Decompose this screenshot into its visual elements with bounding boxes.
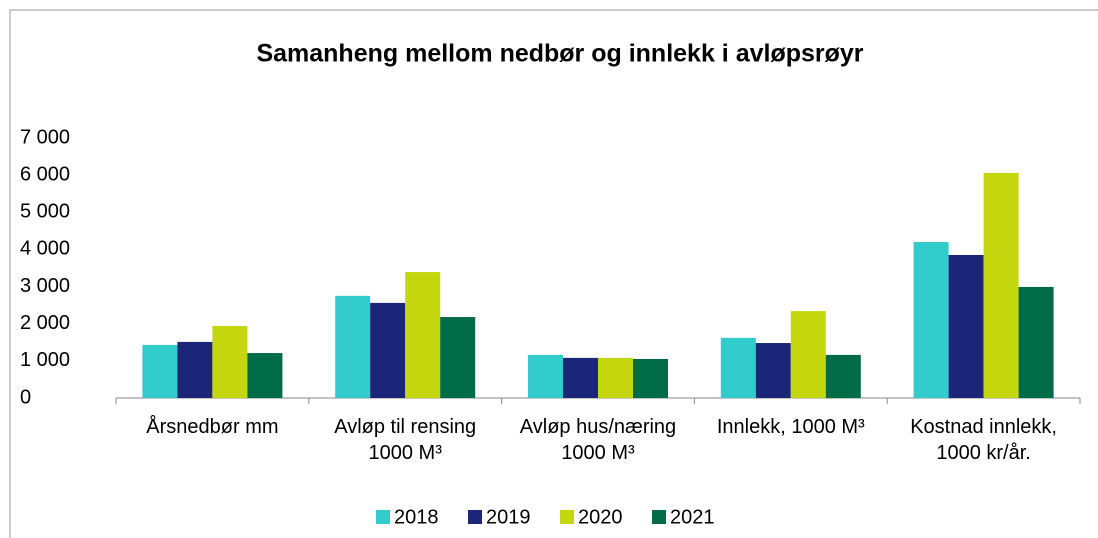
bar xyxy=(528,354,563,398)
legend-label: 2021 xyxy=(670,506,715,528)
y-tick-label: 0 xyxy=(20,386,31,408)
x-tick-label: Kostnad innlekk, 1000 kr/år. xyxy=(910,416,1057,464)
y-tick-label: 5 000 xyxy=(20,201,70,223)
x-tick-label: Avløp hus/næring 1000 M³ xyxy=(520,416,676,464)
bar xyxy=(983,172,1019,398)
legend-swatch xyxy=(468,510,482,524)
bar xyxy=(720,337,756,398)
y-tick-label: 6 000 xyxy=(20,163,70,185)
bar xyxy=(1018,286,1054,398)
bar xyxy=(247,353,283,398)
legend-label: 2020 xyxy=(578,506,623,528)
legend-swatch xyxy=(560,510,574,524)
bar xyxy=(598,357,633,398)
legend-swatch xyxy=(652,510,666,524)
bar xyxy=(755,343,791,398)
bar xyxy=(948,255,984,398)
bar xyxy=(177,341,213,398)
legend-label: 2018 xyxy=(394,506,439,528)
bar xyxy=(633,359,668,398)
y-tick-label: 1 000 xyxy=(20,349,70,371)
legend-swatch xyxy=(376,510,390,524)
x-tick-label: Innlekk, 1000 M³ xyxy=(717,416,865,438)
bar xyxy=(440,317,476,398)
bar xyxy=(370,302,406,398)
y-tick-label: 2 000 xyxy=(20,312,70,334)
y-tick-label: 7 000 xyxy=(20,126,70,148)
bar xyxy=(335,295,371,398)
bar xyxy=(790,311,826,398)
bar xyxy=(212,325,248,398)
legend-label: 2019 xyxy=(486,506,531,528)
y-tick-label: 3 000 xyxy=(20,275,70,297)
bar xyxy=(142,344,178,398)
bar xyxy=(913,242,949,398)
y-tick-label: 4 000 xyxy=(20,238,70,260)
chart-frame xyxy=(9,9,1098,538)
x-tick-label: Årsnedbør mm xyxy=(146,415,278,438)
bar xyxy=(563,357,598,398)
bar xyxy=(825,354,861,398)
bar xyxy=(405,272,441,398)
x-tick-label: Avløp til rensing 1000 M³ xyxy=(334,416,476,464)
chart-title: Samanheng mellom nedbør og innlekk i avl… xyxy=(256,40,863,68)
